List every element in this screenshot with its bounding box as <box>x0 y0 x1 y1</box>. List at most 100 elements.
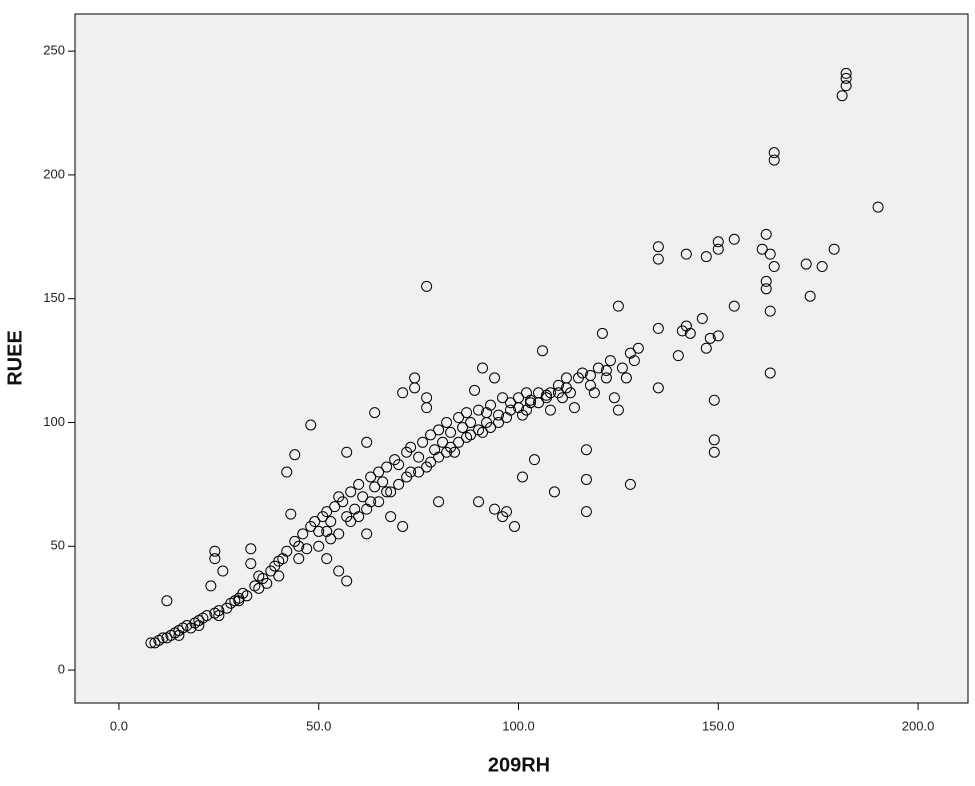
point <box>421 280 433 292</box>
point <box>381 486 393 498</box>
point <box>441 446 453 458</box>
point <box>245 543 257 555</box>
point <box>708 446 720 458</box>
point <box>341 575 353 587</box>
point <box>700 251 712 263</box>
point <box>353 478 365 490</box>
point <box>421 461 433 473</box>
point <box>760 275 772 287</box>
point <box>580 444 592 456</box>
point <box>385 511 397 523</box>
point <box>409 382 421 394</box>
point <box>760 283 772 295</box>
point <box>413 466 425 478</box>
point <box>540 389 552 401</box>
point <box>405 441 417 453</box>
point <box>501 412 513 424</box>
point <box>173 629 185 641</box>
point <box>477 362 489 374</box>
point <box>836 90 848 102</box>
point <box>760 228 772 240</box>
point <box>437 436 449 448</box>
point <box>840 80 852 92</box>
point <box>209 545 221 557</box>
point <box>493 416 505 428</box>
point <box>145 637 157 649</box>
point <box>381 461 393 473</box>
plot-area <box>74 13 969 704</box>
point <box>453 436 465 448</box>
point <box>369 481 381 493</box>
point <box>241 590 253 602</box>
point <box>425 429 437 441</box>
point <box>433 424 445 436</box>
point <box>516 471 528 483</box>
point <box>604 355 616 367</box>
point <box>680 248 692 260</box>
point <box>201 610 213 622</box>
point <box>840 67 852 79</box>
point <box>293 540 305 552</box>
point <box>528 454 540 466</box>
point <box>373 496 385 508</box>
point <box>193 620 205 632</box>
point <box>293 553 305 565</box>
point <box>872 201 884 213</box>
point <box>704 332 716 344</box>
x-axis-title: 209RH <box>488 754 550 776</box>
point <box>325 533 337 545</box>
point <box>305 419 317 431</box>
point <box>712 330 724 342</box>
point <box>485 421 497 433</box>
point <box>461 431 473 443</box>
point <box>768 261 780 273</box>
point <box>596 327 608 339</box>
point <box>840 72 852 84</box>
point <box>209 553 221 565</box>
point <box>628 355 640 367</box>
point <box>457 421 469 433</box>
point <box>544 404 556 416</box>
point <box>261 577 273 589</box>
point <box>345 486 357 498</box>
y-tick-label: 100 <box>43 414 65 429</box>
point <box>281 545 293 557</box>
y-tick-label: 250 <box>43 43 65 58</box>
point <box>325 516 337 528</box>
point <box>712 243 724 255</box>
point <box>501 506 513 518</box>
point <box>473 404 485 416</box>
point <box>341 446 353 458</box>
point <box>768 147 780 159</box>
point <box>453 412 465 424</box>
y-tick-label: 50 <box>51 538 65 553</box>
point <box>337 496 349 508</box>
point <box>768 154 780 166</box>
point <box>393 459 405 471</box>
point <box>800 258 812 270</box>
point <box>524 394 536 406</box>
point <box>600 365 612 377</box>
point <box>548 486 560 498</box>
point <box>213 605 225 617</box>
point <box>309 516 321 528</box>
point <box>764 305 776 317</box>
point <box>245 558 257 570</box>
point <box>469 384 481 396</box>
point <box>373 466 385 478</box>
point <box>513 402 525 414</box>
point <box>672 350 684 362</box>
point <box>764 367 776 379</box>
point <box>652 241 664 253</box>
point <box>413 451 425 463</box>
x-tick-label: 0.0 <box>110 718 128 733</box>
point <box>445 426 457 438</box>
point <box>505 397 517 409</box>
point <box>357 491 369 503</box>
point <box>489 372 501 384</box>
point <box>217 565 229 577</box>
point <box>289 449 301 461</box>
x-tick-label: 150.0 <box>702 718 735 733</box>
point <box>321 553 333 565</box>
